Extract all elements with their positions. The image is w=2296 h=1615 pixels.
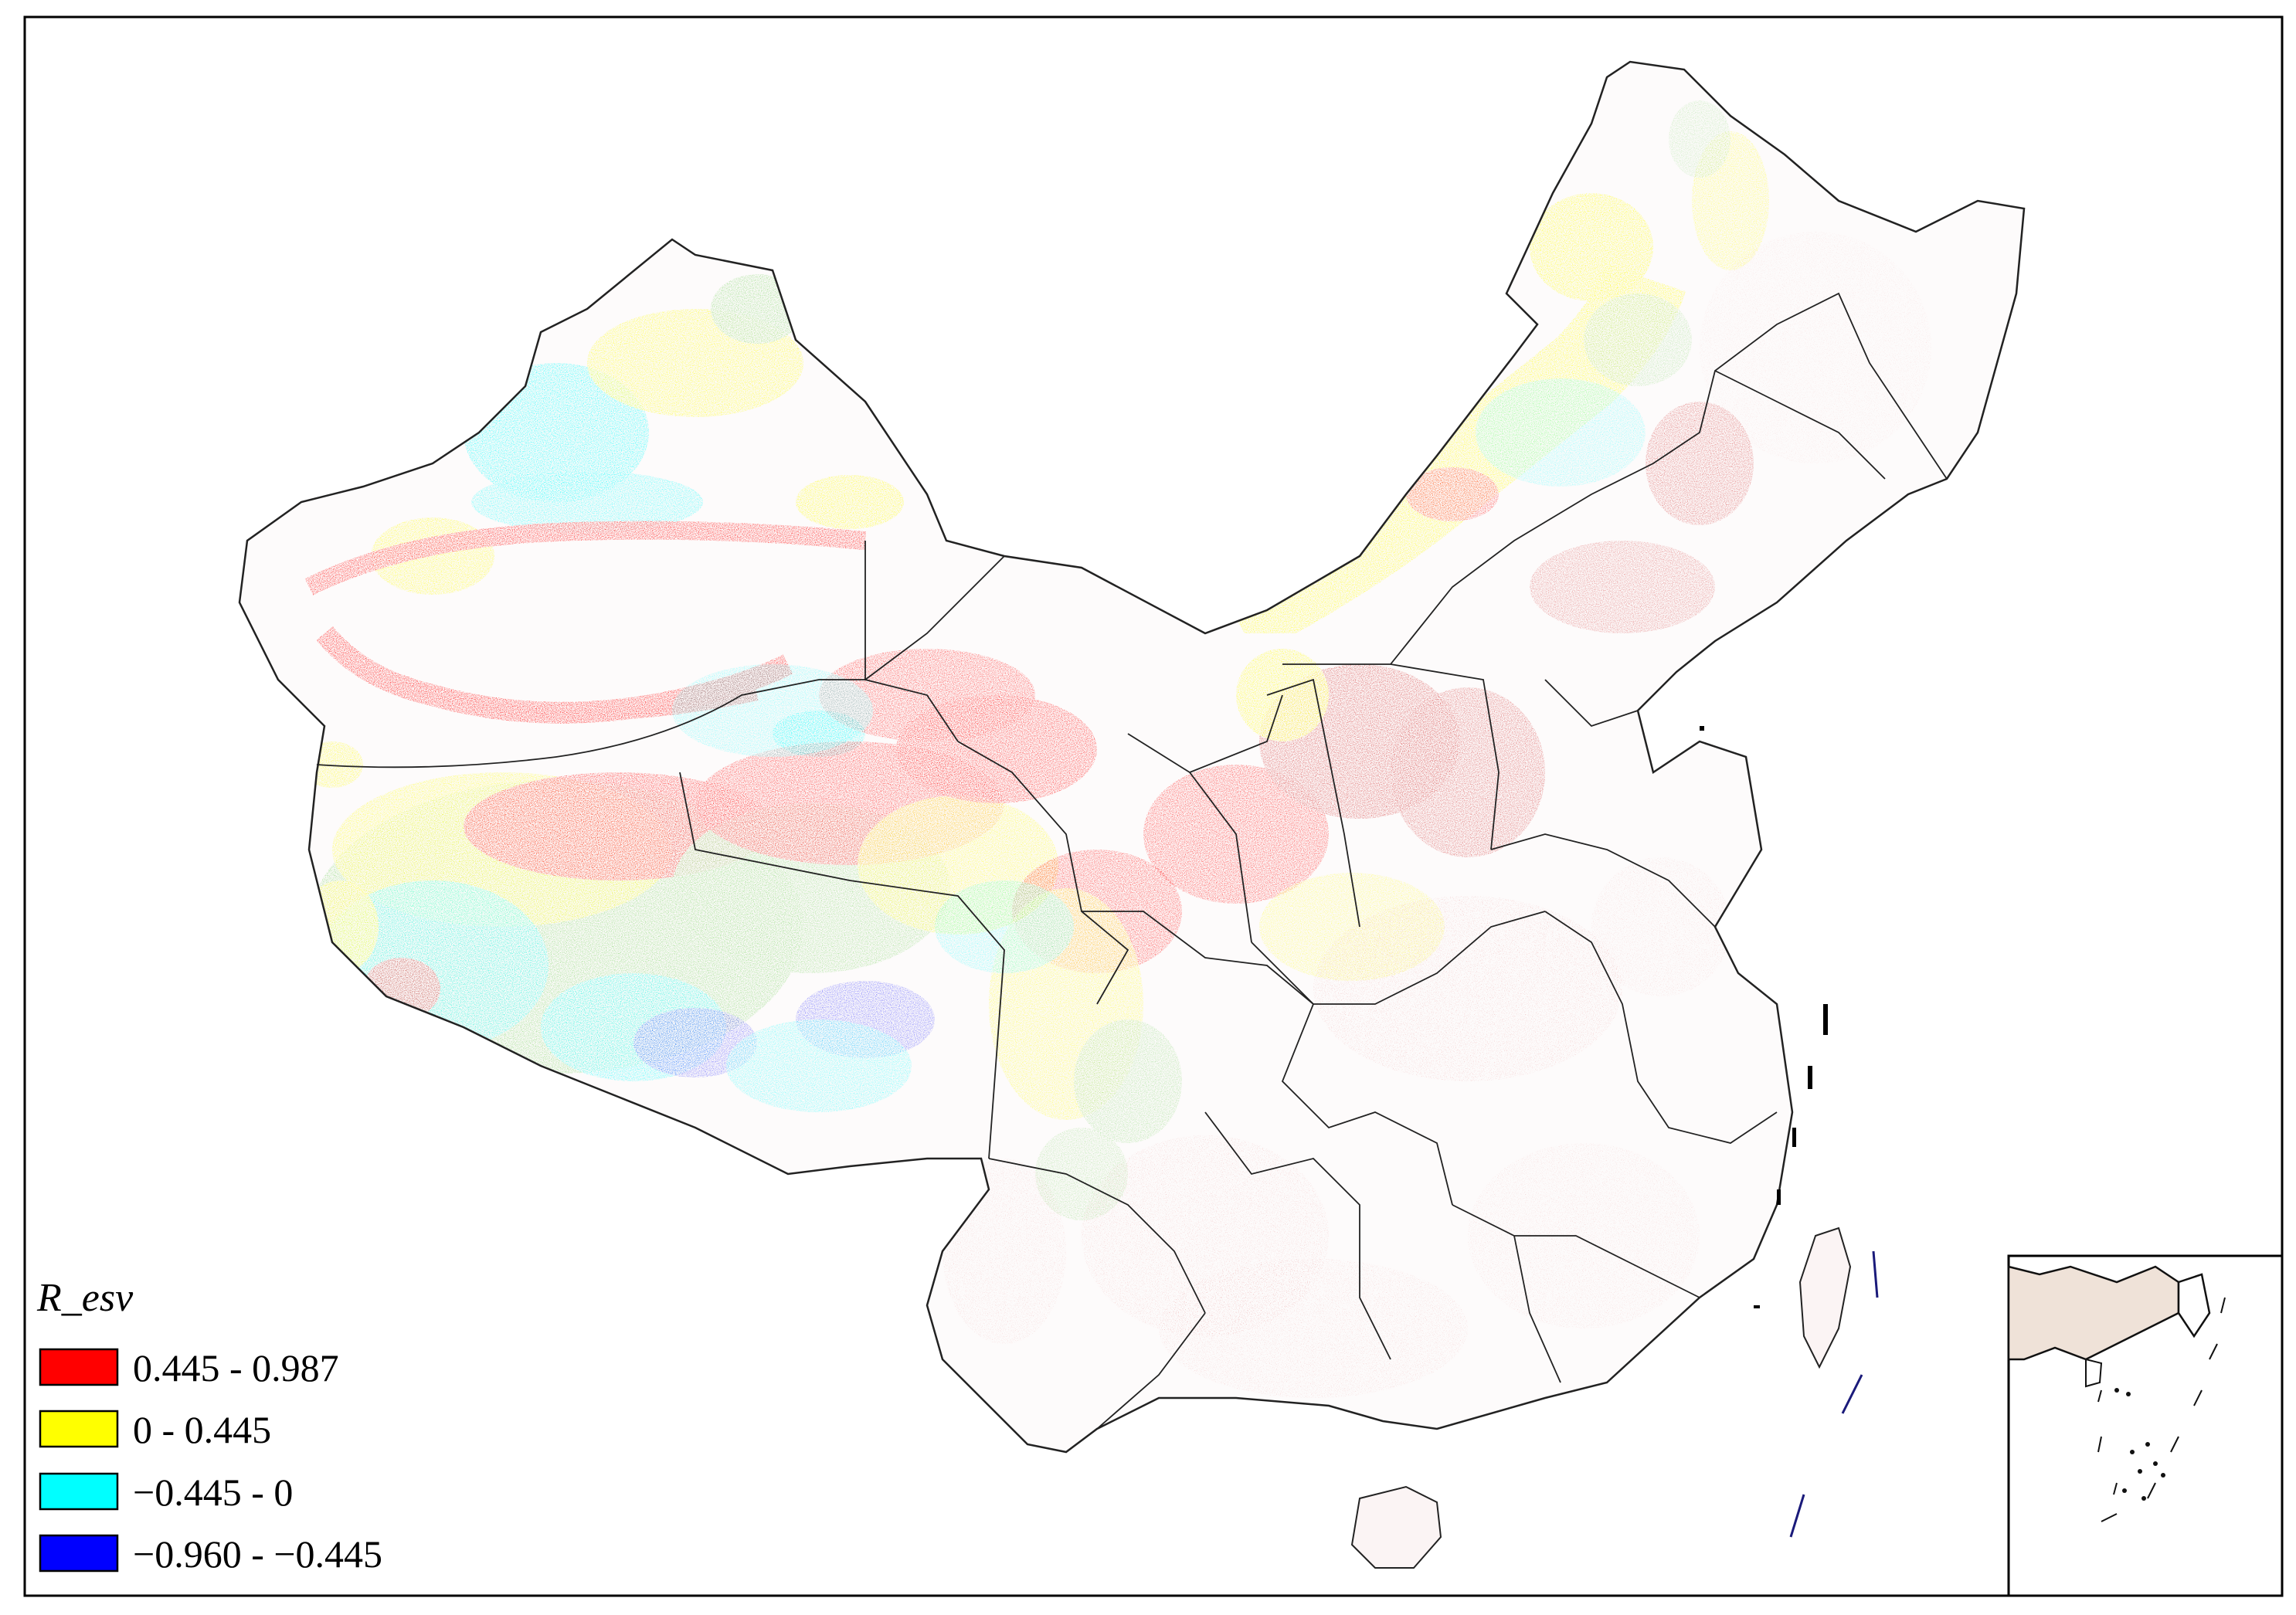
coastal-islets	[1700, 726, 1828, 1308]
legend-swatch-mid-high	[39, 1410, 119, 1448]
taiwan-island	[1798, 1227, 1852, 1369]
hainan-island	[1350, 1485, 1442, 1569]
legend-label-mid-low: −0.445 - 0	[133, 1471, 293, 1514]
legend-title: R_esv	[36, 1276, 134, 1320]
legend-label-mid-high: 0 - 0.445	[133, 1408, 271, 1451]
legend: R_esv 0.445 - 0.987 0 - 0.445 −0.445 - 0…	[36, 1276, 382, 1576]
legend-item-low: −0.960 - −0.445	[39, 1532, 382, 1576]
china-outline	[238, 60, 2026, 1454]
maritime-dash-lines	[1789, 1250, 1879, 1538]
legend-label-high: 0.445 - 0.987	[133, 1346, 339, 1389]
province-boundaries	[316, 292, 1948, 1430]
legend-item-mid-high: 0 - 0.445	[39, 1408, 271, 1451]
legend-item-high: 0.445 - 0.987	[39, 1346, 339, 1389]
legend-label-low: −0.960 - −0.445	[133, 1532, 382, 1576]
south-china-sea-inset	[2007, 1254, 2284, 1597]
legend-swatch-low	[39, 1534, 119, 1573]
legend-swatch-mid-low	[39, 1472, 119, 1511]
classified-raster	[301, 100, 1931, 1398]
legend-swatch-high	[39, 1348, 119, 1386]
legend-item-mid-low: −0.445 - 0	[39, 1471, 293, 1514]
